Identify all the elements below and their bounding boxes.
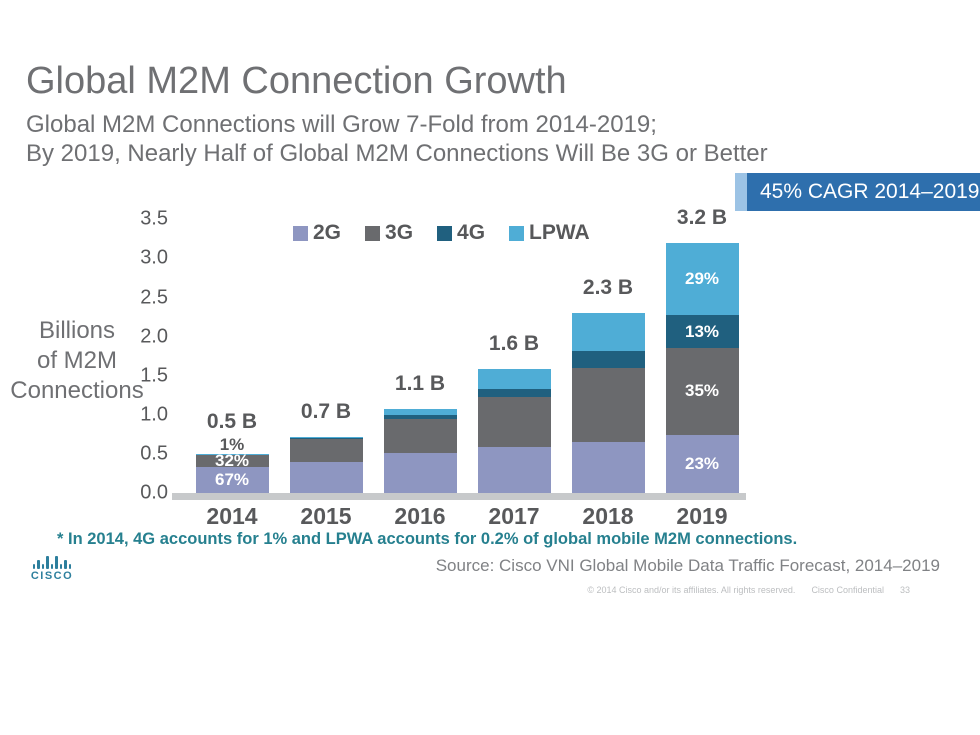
bar-2018-segment-lpwa [571,313,645,352]
copyright-text: © 2014 Cisco and/or its affiliates. All … [587,585,796,595]
y-axis-title-line-2: of M2M [36,347,117,375]
x-axis-label-2015: 2015 [300,503,352,529]
bar-total-label-2018: 2.3 B [582,276,634,300]
footer: © 2014 Cisco and/or its affiliates. All … [587,585,910,595]
x-axis-label-2019: 2019 [676,503,728,529]
y-axis-tick-0-5: 0.5 [140,442,168,465]
x-axis-baseline [172,493,746,500]
legend-item-2g: 2G [293,221,341,245]
page-subtitle: Global M2M Connections will Grow 7-Fold … [26,111,768,169]
bar-total-label-2015: 0.7 B [300,399,352,423]
bar-total-label-2016: 1.1 B [394,372,446,396]
subtitle-line-1: Global M2M Connections will Grow 7-Fold … [26,111,657,138]
bar-2017-segment-3g [477,396,551,447]
legend-item-4g: 4G [437,221,485,245]
bar-2016-segment-4g [383,414,457,419]
bar-total-label-2014: 0.5 B [206,409,258,433]
bar-2017-segment-2g [477,446,551,493]
legend-item-lpwa: LPWA [509,221,590,245]
bar-2017-segment-4g [477,388,551,397]
bar-total-label-2019: 3.2 B [676,205,728,229]
cagr-banner-accent-strip [735,173,747,211]
y-axis-tick-1-0: 1.0 [140,403,168,426]
bar-percent-label-2019-4g: 13% [684,321,720,341]
bar-2018-segment-3g [571,367,645,443]
bar-2014-segment-3g [195,454,269,467]
legend-swatch-2g [293,225,308,241]
legend-item-3g: 3G [365,221,413,245]
bar-2015-segment-4g [289,437,363,440]
bar-2015-segment-3g [289,439,363,462]
cisco-logo: CISCO [20,554,84,582]
bar-2019-segment-3g [665,347,739,436]
bar-2015-segment-lpwa [289,436,363,438]
bar-percent-label-2019-3g: 35% [684,381,720,401]
y-axis-tick-1-5: 1.5 [140,364,168,387]
x-axis-label-2017: 2017 [488,503,540,529]
bar-2019-segment-2g [665,435,739,493]
legend-swatch-4g [437,225,453,241]
x-axis-label-2018: 2018 [582,503,634,529]
bar-percent-label-2014-2g: 67% [214,469,250,489]
y-axis-tick-2-5: 2.5 [140,286,168,308]
legend-label-3g: 3G [385,221,414,244]
legend-swatch-3g [365,225,381,241]
cagr-banner-label: 45% CAGR 2014–2019 [747,173,980,211]
footnote: * In 2014, 4G accounts for 1% and LPWA a… [57,530,798,548]
x-axis-label-2016: 2016 [394,503,446,529]
page-title: Global M2M Connection Growth [26,60,567,102]
bar-2018-segment-4g [571,351,645,368]
bar-2019-segment-lpwa [665,242,739,316]
bar-above-label-2014: 1% [219,434,245,454]
subtitle-line-2: By 2019, Nearly Half of Global M2M Conne… [26,139,768,167]
bar-2016-segment-2g [383,453,457,493]
legend-label-4g: 4G [457,221,486,244]
chart-legend: 2G 3G 4G LPWA [293,221,590,245]
y-axis-title: Billions of M2M Connections [6,316,148,407]
bar-percent-label-2019-lpwa: 29% [684,269,720,289]
bar-2017-segment-lpwa [477,368,551,389]
y-axis-tick-3-5: 3.5 [140,207,168,230]
x-axis-label-2014: 2014 [206,503,258,529]
confidential-text: Cisco Confidential [811,585,884,595]
y-axis-title-line-1: Billions [38,317,116,344]
bar-percent-label-2019-2g: 23% [684,454,720,474]
cisco-logo-bars-icon [20,554,84,569]
page-number: 33 [899,585,910,595]
source-citation: Source: Cisco VNI Global Mobile Data Tra… [435,556,940,575]
legend-label-lpwa: LPWA [529,221,590,244]
bar-percent-label-2014-3g: 32% [214,450,250,470]
bar-2018-segment-2g [571,442,645,493]
bar-total-label-2017: 1.6 B [488,331,540,355]
bar-2016-segment-lpwa [383,409,457,415]
cisco-logo-text: CISCO [30,570,74,582]
bar-2014-segment-2g [195,466,269,493]
cagr-banner: 45% CAGR 2014–2019 [735,173,980,211]
y-axis-tick-0-0: 0.0 [140,481,168,504]
bar-2016-segment-3g [383,418,457,454]
y-axis-title-line-3: Connections [10,377,144,405]
y-axis-tick-2-0: 2.0 [140,325,168,348]
bar-2015-segment-2g [289,461,363,493]
legend-label-2g: 2G [313,221,342,244]
legend-swatch-lpwa [509,225,525,241]
y-axis-tick-3-0: 3.0 [140,246,168,269]
bar-2019-segment-4g [665,315,739,348]
